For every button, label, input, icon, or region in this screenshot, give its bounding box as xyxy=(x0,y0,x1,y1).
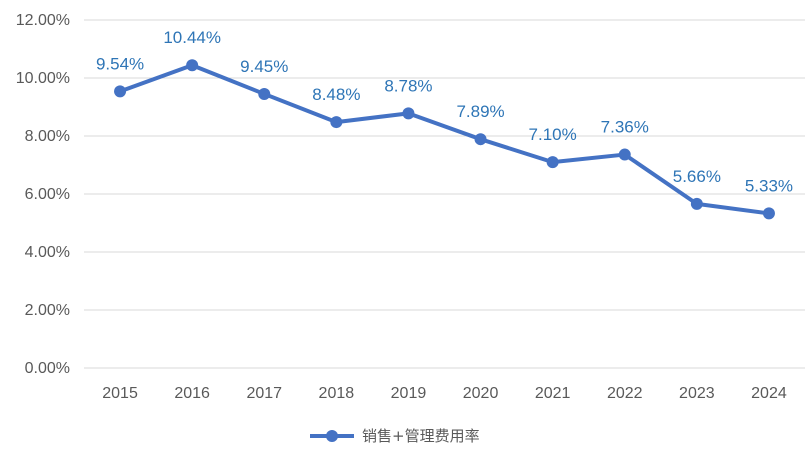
y-tick-label: 0.00% xyxy=(25,360,70,377)
x-tick-label: 2019 xyxy=(391,385,427,402)
data-label: 10.44% xyxy=(163,28,221,47)
y-tick-label: 6.00% xyxy=(25,186,70,203)
x-tick-label: 2015 xyxy=(102,385,138,402)
x-tick-label: 2023 xyxy=(679,385,715,402)
y-axis-ticks: 0.00% 2.00% 4.00% 6.00% 8.00% 10.00% 12.00% xyxy=(16,12,70,377)
data-label: 5.33% xyxy=(745,176,793,195)
x-tick-label: 2022 xyxy=(607,385,643,402)
data-point[interactable] xyxy=(330,116,343,129)
legend[interactable]: 销售+管理费用率 xyxy=(310,427,480,445)
data-label: 8.78% xyxy=(384,76,432,95)
data-label: 7.10% xyxy=(529,125,577,144)
data-point[interactable] xyxy=(618,148,631,161)
data-point[interactable] xyxy=(762,207,775,220)
x-tick-label: 2016 xyxy=(174,385,210,402)
data-label: 7.36% xyxy=(601,118,649,137)
x-tick-label: 2017 xyxy=(246,385,282,402)
data-label: 8.48% xyxy=(312,85,360,104)
series-line xyxy=(118,63,771,216)
series-layer xyxy=(114,59,775,220)
data-point[interactable] xyxy=(690,197,703,210)
x-tick-label: 2024 xyxy=(751,385,787,402)
x-tick-label: 2018 xyxy=(319,385,355,402)
data-point[interactable] xyxy=(402,107,415,120)
grid-lines xyxy=(84,19,805,369)
x-tick-label: 2021 xyxy=(535,385,571,402)
data-point[interactable] xyxy=(186,59,199,72)
legend-label: 销售+管理费用率 xyxy=(362,427,480,445)
data-point[interactable] xyxy=(474,133,487,146)
data-label: 7.89% xyxy=(456,102,504,121)
x-axis-ticks: 2015 2016 2017 2018 2019 2020 2021 2022 2023 2024 xyxy=(102,385,787,402)
data-label: 9.45% xyxy=(240,57,288,76)
y-tick-label: 4.00% xyxy=(25,244,70,261)
data-point[interactable] xyxy=(258,87,271,100)
data-label: 5.66% xyxy=(673,167,721,186)
x-tick-label: 2020 xyxy=(463,385,499,402)
data-label: 9.54% xyxy=(96,54,144,73)
y-tick-label: 12.00% xyxy=(16,12,70,29)
data-point[interactable] xyxy=(114,85,127,98)
y-tick-label: 2.00% xyxy=(25,302,70,319)
legend-marker-swatch xyxy=(326,430,338,442)
data-point[interactable] xyxy=(546,156,559,169)
y-tick-label: 8.00% xyxy=(25,128,70,145)
y-tick-label: 10.00% xyxy=(16,70,70,87)
data-labels: 9.54% 10.44% 9.45% 8.48% 8.78% 7.89% 7.10% 7.36… xyxy=(96,28,793,195)
